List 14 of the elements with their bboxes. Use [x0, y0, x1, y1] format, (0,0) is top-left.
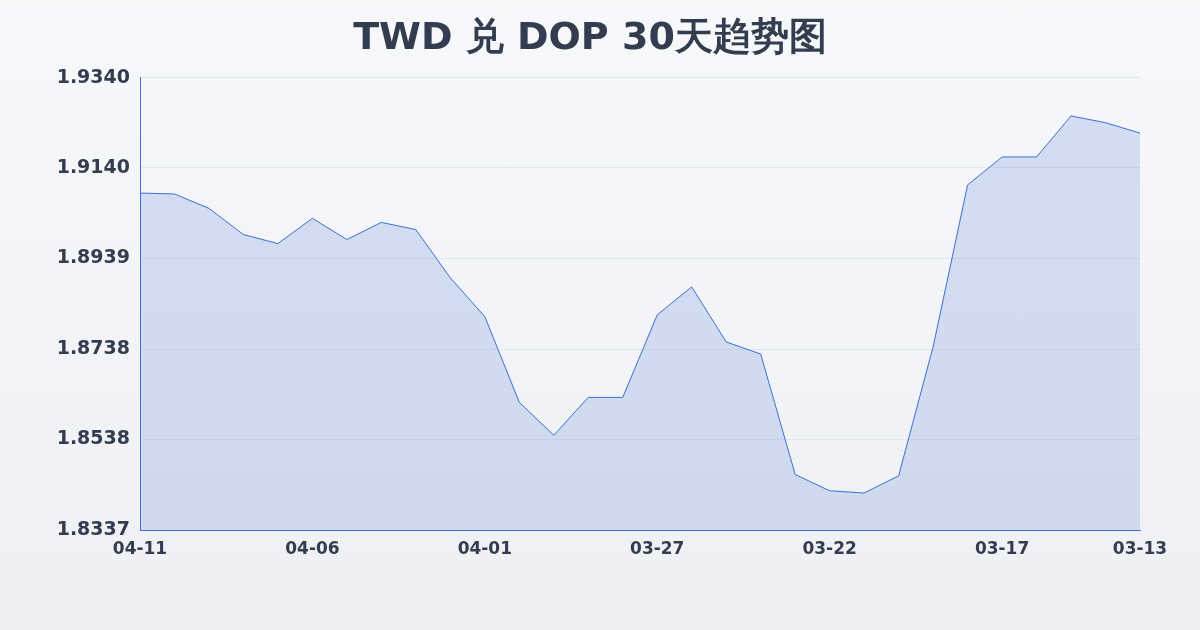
y-tick-label: 1.8738: [56, 336, 130, 359]
x-tick-label: 04-01: [457, 537, 513, 558]
x-tick-label: 03-17: [974, 537, 1030, 558]
x-tick-label: 03-27: [630, 537, 685, 558]
chart-title: TWD 兑 DOP 30天趋势图: [353, 13, 827, 58]
x-tick-label: 03-22: [802, 537, 857, 558]
y-tick-label: 1.9140: [56, 154, 130, 177]
y-tick-label: 1.8337: [56, 516, 130, 539]
x-tick-label: 04-06: [285, 537, 340, 558]
y-tick-label: 1.8538: [56, 426, 130, 449]
x-tick-label: 04-11: [112, 537, 168, 558]
x-tick-label: 03-13: [1112, 537, 1168, 558]
y-tick-label: 1.8939: [56, 245, 130, 268]
y-tick-label: 1.9340: [56, 64, 130, 87]
